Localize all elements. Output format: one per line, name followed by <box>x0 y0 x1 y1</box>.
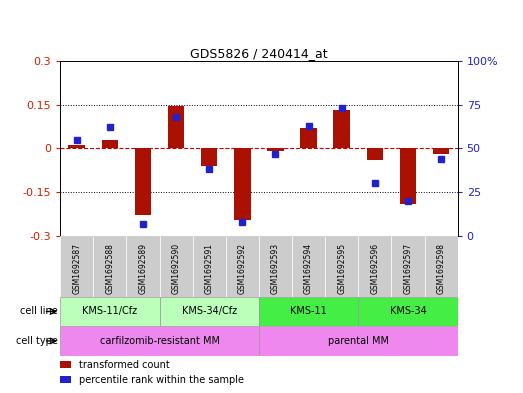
Bar <box>234 148 251 220</box>
Text: parental MM: parental MM <box>328 336 389 346</box>
Bar <box>425 236 458 297</box>
Bar <box>101 140 118 148</box>
Bar <box>367 148 383 160</box>
Bar <box>168 106 185 148</box>
Text: GSM1692597: GSM1692597 <box>403 242 413 294</box>
Text: GSM1692589: GSM1692589 <box>139 242 147 294</box>
Bar <box>60 236 93 297</box>
Text: carfilzomib-resistant MM: carfilzomib-resistant MM <box>99 336 220 346</box>
Bar <box>358 236 391 297</box>
Text: cell type: cell type <box>16 336 58 346</box>
Bar <box>93 236 127 297</box>
Bar <box>135 148 151 215</box>
Bar <box>400 148 416 204</box>
Text: GSM1692598: GSM1692598 <box>437 242 446 294</box>
Text: GSM1692596: GSM1692596 <box>370 242 379 294</box>
Bar <box>259 236 292 297</box>
Bar <box>259 326 458 356</box>
Bar <box>60 361 71 368</box>
Text: GSM1692595: GSM1692595 <box>337 242 346 294</box>
Text: KMS-11/Cfz: KMS-11/Cfz <box>82 307 138 316</box>
Bar <box>259 297 358 326</box>
Text: GSM1692590: GSM1692590 <box>172 242 180 294</box>
Title: GDS5826 / 240414_at: GDS5826 / 240414_at <box>190 47 328 60</box>
Text: percentile rank within the sample: percentile rank within the sample <box>79 375 244 385</box>
Bar <box>69 145 85 148</box>
Bar <box>267 148 283 151</box>
Bar <box>226 236 259 297</box>
Text: KMS-11: KMS-11 <box>290 307 327 316</box>
Bar <box>160 297 259 326</box>
Text: KMS-34: KMS-34 <box>390 307 426 316</box>
Bar <box>334 110 350 148</box>
Bar <box>192 236 226 297</box>
Text: GSM1692587: GSM1692587 <box>72 242 81 294</box>
Bar <box>300 128 317 148</box>
Text: KMS-34/Cfz: KMS-34/Cfz <box>181 307 237 316</box>
Bar <box>358 297 458 326</box>
Text: GSM1692594: GSM1692594 <box>304 242 313 294</box>
Text: GSM1692588: GSM1692588 <box>105 243 115 294</box>
Bar <box>60 326 259 356</box>
Bar <box>60 297 160 326</box>
Text: GSM1692593: GSM1692593 <box>271 242 280 294</box>
Bar <box>201 148 218 166</box>
Bar <box>60 376 71 383</box>
Bar <box>160 236 192 297</box>
Bar <box>292 236 325 297</box>
Text: GSM1692592: GSM1692592 <box>238 242 247 294</box>
Bar <box>127 236 160 297</box>
Text: GSM1692591: GSM1692591 <box>204 242 214 294</box>
Text: transformed count: transformed count <box>79 360 170 369</box>
Text: cell line: cell line <box>20 307 58 316</box>
Bar <box>433 148 449 154</box>
Bar <box>391 236 425 297</box>
Bar <box>325 236 358 297</box>
